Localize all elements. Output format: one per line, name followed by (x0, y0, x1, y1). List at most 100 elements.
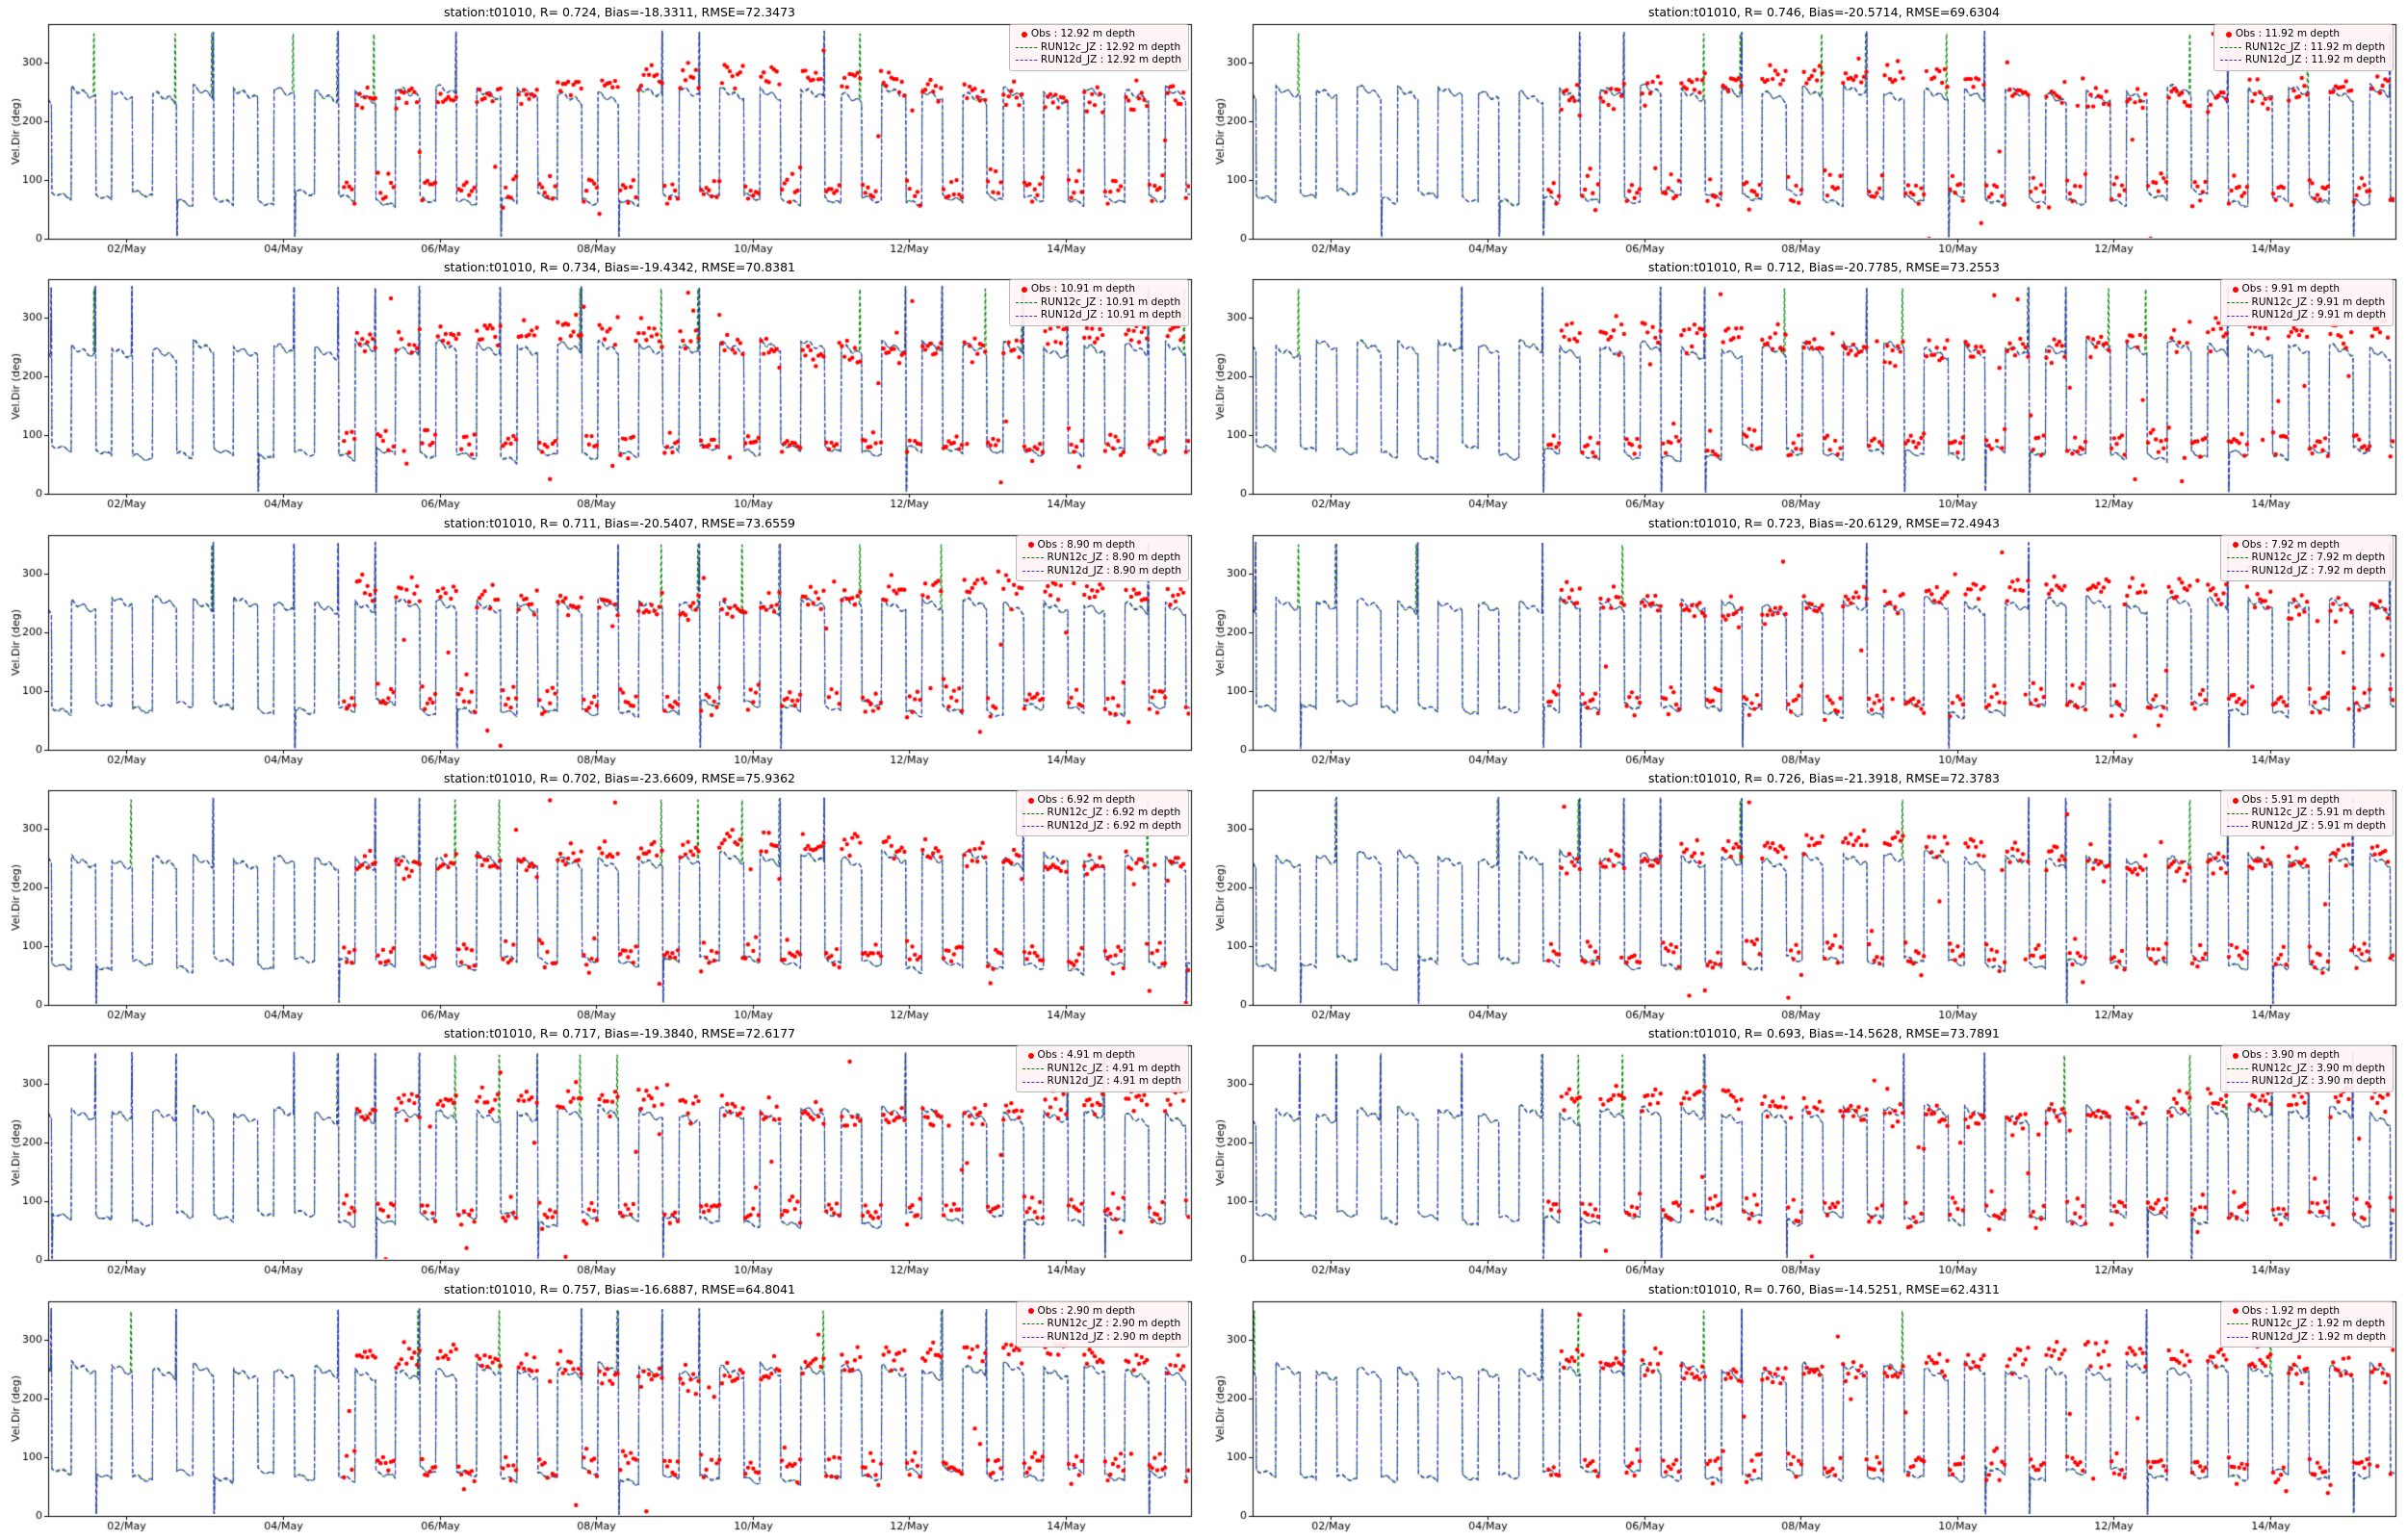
subplot-panel: station:t01010, R= 0.712, Bias=-20.7785,… (1210, 259, 2401, 514)
obs-dot-marker-icon (1027, 797, 1034, 804)
legend-run12c-label: RUN12c_JZ : 4.91 m depth (1047, 1062, 1181, 1074)
legend-run12d-label: RUN12d_JZ : 2.90 m depth (1047, 1330, 1181, 1343)
legend-row-run12c: RUN12c_JZ : 7.92 m depth (2226, 552, 2386, 565)
legend-row-run12c: RUN12c_JZ : 3.90 m depth (2226, 1062, 2386, 1076)
legend-row-run12d: RUN12d_JZ : 12.92 m depth (1015, 54, 1181, 67)
legend-row-run12d: RUN12d_JZ : 5.91 m depth (2226, 820, 2386, 834)
subplot-title: station:t01010, R= 0.724, Bias=-18.3311,… (443, 5, 795, 19)
legend: Obs : 4.91 m depth RUN12c_JZ : 4.91 m de… (1015, 1045, 1189, 1092)
timeseries-plot-canvas (6, 276, 1197, 514)
run12c-dashed-line-icon (2226, 1068, 2248, 1070)
subplot-panel: station:t01010, R= 0.693, Bias=-14.5628,… (1210, 1025, 2401, 1280)
run12c-dashed-line-icon (1022, 812, 1044, 814)
run12c-dashed-line-icon (1022, 1323, 1044, 1325)
legend-run12c-label: RUN12c_JZ : 1.92 m depth (2251, 1318, 2386, 1330)
legend-row-run12c: RUN12c_JZ : 9.91 m depth (2226, 295, 2386, 310)
plot-area: Obs : 3.90 m depth RUN12c_JZ : 3.90 m de… (1210, 1042, 2401, 1280)
legend-row-obs: Obs : 6.92 m depth (1022, 794, 1181, 808)
legend-run12c-label: RUN12c_JZ : 10.91 m depth (1040, 295, 1181, 308)
subplot-panel: station:t01010, R= 0.724, Bias=-18.3311,… (6, 4, 1197, 259)
legend-run12d-label: RUN12d_JZ : 10.91 m depth (1040, 309, 1181, 321)
timeseries-plot-canvas (1210, 1297, 2401, 1535)
legend-row-obs: Obs : 4.91 m depth (1022, 1049, 1181, 1063)
timeseries-plot-canvas (6, 531, 1197, 769)
legend: Obs : 7.92 m depth RUN12c_JZ : 7.92 m de… (2219, 534, 2394, 582)
legend-row-obs: Obs : 8.90 m depth (1022, 539, 1181, 552)
obs-dot-marker-icon (1027, 1053, 1034, 1060)
subplot-title: station:t01010, R= 0.712, Bias=-20.7785,… (1647, 260, 2000, 275)
legend: Obs : 1.92 m depth RUN12c_JZ : 1.92 m de… (2219, 1300, 2394, 1348)
legend-obs-label: Obs : 11.92 m depth (2235, 28, 2340, 39)
plot-area: Obs : 4.91 m depth RUN12c_JZ : 4.91 m de… (6, 1042, 1197, 1280)
timeseries-plot-canvas (1210, 531, 2401, 769)
legend-row-run12c: RUN12c_JZ : 11.92 m depth (2219, 40, 2386, 55)
legend: Obs : 10.91 m depth RUN12c_JZ : 10.91 m … (1008, 279, 1189, 326)
legend: Obs : 12.92 m depth RUN12c_JZ : 12.92 m … (1008, 24, 1189, 71)
plot-area: Obs : 12.92 m depth RUN12c_JZ : 12.92 m … (6, 21, 1197, 258)
legend-row-obs: Obs : 10.91 m depth (1016, 283, 1181, 296)
run12c-dashed-line-icon (2226, 812, 2248, 814)
subplot-title: station:t01010, R= 0.711, Bias=-20.5407,… (443, 515, 795, 530)
legend: Obs : 9.91 m depth RUN12c_JZ : 9.91 m de… (2219, 279, 2394, 326)
plot-area: Obs : 2.90 m depth RUN12c_JZ : 2.90 m de… (6, 1297, 1197, 1535)
legend-row-run12d: RUN12d_JZ : 7.92 m depth (2226, 564, 2386, 578)
legend-row-obs: Obs : 2.90 m depth (1022, 1305, 1181, 1319)
legend-row-run12d: RUN12d_JZ : 4.91 m depth (1022, 1075, 1181, 1089)
legend-row-run12c: RUN12c_JZ : 8.90 m depth (1022, 552, 1181, 565)
legend-run12c-label: RUN12c_JZ : 11.92 m depth (2244, 40, 2386, 53)
subplot-panel: station:t01010, R= 0.726, Bias=-21.3918,… (1210, 770, 2401, 1025)
subplot-title: station:t01010, R= 0.693, Bias=-14.5628,… (1647, 1026, 2000, 1041)
legend-run12d-label: RUN12d_JZ : 7.92 m depth (2251, 564, 2386, 577)
legend: Obs : 2.90 m depth RUN12c_JZ : 2.90 m de… (1015, 1300, 1189, 1348)
plot-area: Obs : 6.92 m depth RUN12c_JZ : 6.92 m de… (6, 786, 1197, 1024)
legend-row-run12d: RUN12d_JZ : 2.90 m depth (1022, 1331, 1181, 1345)
run12d-dashed-line-icon (2226, 1081, 2248, 1083)
legend-row-run12d: RUN12d_JZ : 3.90 m depth (2226, 1075, 2386, 1089)
legend-obs-label: Obs : 5.91 m depth (2241, 793, 2340, 806)
run12c-dashed-line-icon (2226, 302, 2248, 304)
subplot-panel: station:t01010, R= 0.711, Bias=-20.5407,… (6, 515, 1197, 770)
legend-row-run12c: RUN12c_JZ : 10.91 m depth (1015, 295, 1181, 310)
legend-row-run12d: RUN12d_JZ : 8.90 m depth (1022, 565, 1181, 578)
timeseries-plot-canvas (6, 21, 1197, 258)
legend-row-run12d: RUN12d_JZ : 6.92 m depth (1022, 820, 1181, 834)
legend-obs-label: Obs : 1.92 m depth (2241, 1304, 2340, 1317)
legend-run12d-label: RUN12d_JZ : 1.92 m depth (2251, 1330, 2386, 1343)
legend-run12d-label: RUN12d_JZ : 8.90 m depth (1047, 564, 1181, 577)
run12d-dashed-line-icon (1015, 315, 1037, 317)
legend-obs-label: Obs : 4.91 m depth (1037, 1049, 1135, 1062)
legend-row-obs: Obs : 9.91 m depth (2227, 283, 2386, 296)
legend-run12c-label: RUN12c_JZ : 5.91 m depth (2251, 807, 2386, 819)
timeseries-plot-canvas (1210, 786, 2401, 1024)
legend-obs-label: Obs : 9.91 m depth (2241, 283, 2340, 295)
legend-obs-label: Obs : 3.90 m depth (2241, 1049, 2340, 1062)
obs-dot-marker-icon (1021, 287, 1027, 294)
run12d-dashed-line-icon (2226, 315, 2248, 317)
timeseries-plot-canvas (6, 1297, 1197, 1535)
plot-area: Obs : 5.91 m depth RUN12c_JZ : 5.91 m de… (1210, 786, 2401, 1024)
obs-dot-marker-icon (1027, 542, 1034, 549)
subplot-title: station:t01010, R= 0.760, Bias=-14.5251,… (1647, 1281, 2000, 1296)
subplot-panel: station:t01010, R= 0.734, Bias=-19.4342,… (6, 259, 1197, 514)
run12d-dashed-line-icon (2226, 826, 2248, 828)
run12c-dashed-line-icon (2219, 46, 2241, 48)
legend-row-obs: Obs : 7.92 m depth (2227, 539, 2386, 552)
legend-run12c-label: RUN12c_JZ : 3.90 m depth (2251, 1062, 2386, 1074)
legend-run12c-label: RUN12c_JZ : 7.92 m depth (2251, 552, 2386, 564)
timeseries-plot-canvas (1210, 21, 2401, 258)
run12d-dashed-line-icon (1022, 1336, 1044, 1338)
legend-row-obs: Obs : 5.91 m depth (2227, 794, 2386, 808)
run12c-dashed-line-icon (2226, 1323, 2248, 1325)
legend-obs-label: Obs : 6.92 m depth (1037, 793, 1135, 806)
obs-dot-marker-icon (2225, 31, 2232, 38)
legend-row-obs: Obs : 1.92 m depth (2227, 1305, 2386, 1319)
legend: Obs : 6.92 m depth RUN12c_JZ : 6.92 m de… (1015, 789, 1189, 837)
subplot-panel: station:t01010, R= 0.723, Bias=-20.6129,… (1210, 515, 2401, 770)
legend-row-run12c: RUN12c_JZ : 4.91 m depth (1022, 1063, 1181, 1076)
legend-run12c-label: RUN12c_JZ : 9.91 m depth (2251, 295, 2386, 308)
legend-obs-label: Obs : 2.90 m depth (1037, 1304, 1135, 1317)
subplot-title: station:t01010, R= 0.702, Bias=-23.6609,… (443, 770, 795, 785)
run12c-dashed-line-icon (2226, 557, 2248, 559)
run12d-dashed-line-icon (2226, 1336, 2248, 1338)
legend: Obs : 5.91 m depth RUN12c_JZ : 5.91 m de… (2219, 789, 2394, 837)
